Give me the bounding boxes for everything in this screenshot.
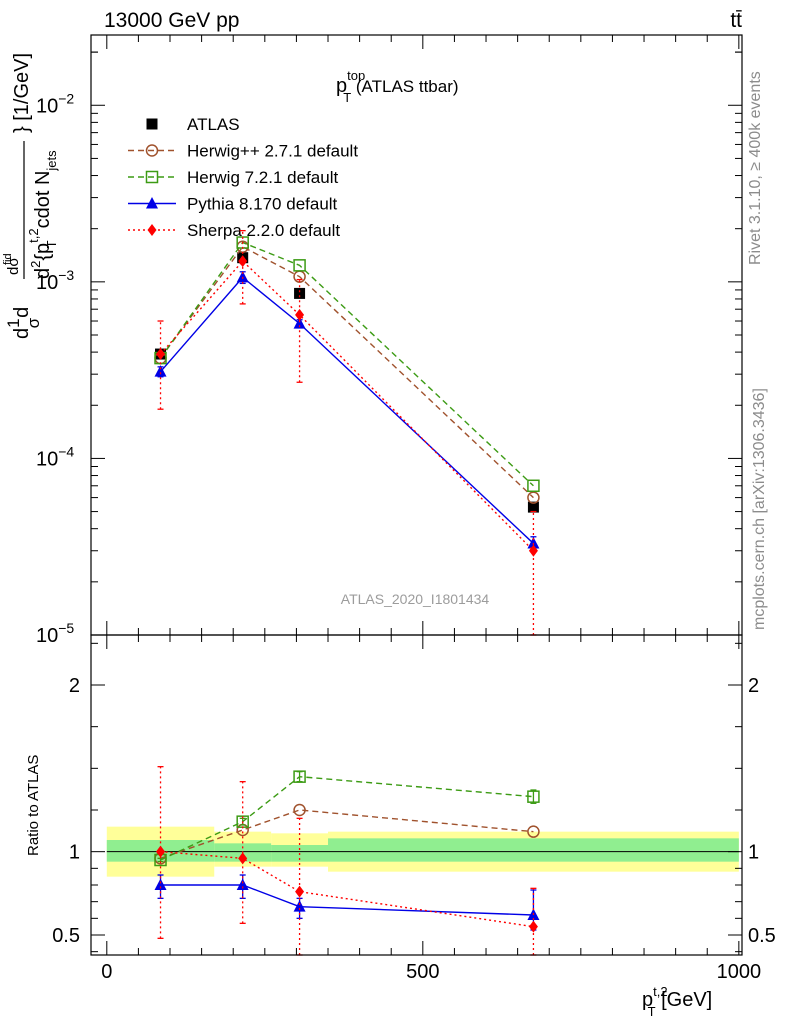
y-tick-label: 10−2 (36, 90, 74, 117)
main-plot-ticks (91, 35, 742, 636)
legend-marker-sherpa (147, 224, 157, 236)
atlas-point (527, 501, 539, 513)
ratio-pythia-point (293, 900, 306, 912)
x-tick-label: 0 (101, 961, 112, 983)
header-left: 13000 GeV pp (104, 9, 239, 32)
x-tick-label: 500 (406, 961, 439, 983)
legend-label-sherpa: Sherpa 2.2.0 default (187, 221, 340, 240)
x-axis-label: pt,2 T [GeV] (642, 984, 712, 1019)
legend: ATLAS Herwig++ 2.7.1 default Herwig 7.2.1 … (128, 115, 358, 240)
legend-marker-herwig7 (145, 170, 159, 184)
ratio-herwigpp-point (527, 825, 540, 838)
y-tick-label-exp: −3 (58, 267, 74, 283)
ratio-herwig7-line (160, 775, 534, 861)
ratio-sherpa-line (160, 850, 534, 928)
herwig7-line (159, 241, 534, 487)
ratio-y-tick-label-left: 2 (69, 675, 80, 697)
y-tick-label-exp: −4 (58, 443, 74, 459)
mcplots-label: mcplots.cern.ch [arXiv:1306.3436] (751, 388, 768, 630)
legend-label-herwigpp: Herwig++ 2.7.1 default (187, 142, 358, 161)
ratio-plot-frame (90, 634, 743, 956)
sherpa-point (238, 255, 248, 268)
svg-text:fid: fid (2, 253, 14, 265)
svg-text:d1σd: d1σd (4, 307, 43, 339)
y-tick-label: 10−3 (36, 267, 74, 294)
pythia-point (236, 270, 249, 283)
sherpa-point (156, 348, 166, 361)
sherpa-point (528, 544, 538, 557)
y-tick-label-base: 10 (36, 625, 58, 647)
ratio-herwig7-point (527, 790, 540, 803)
legend-marker-atlas (146, 118, 158, 130)
y-tick-label-base: 10 (36, 272, 58, 294)
y-tick-label-exp: −2 (58, 90, 74, 106)
svg-text:d2{pt,2Tcdot Njets: d2{pt,2Tcdot Njets (26, 150, 59, 279)
sherpa-point (295, 308, 305, 321)
ratio-y-tick-label-right: 1 (748, 842, 759, 864)
herwig7-point (293, 259, 306, 272)
ratio-y-tick-label-right: 2 (748, 675, 759, 697)
rivet-label: Rivet 3.1.10, ≥ 400k events (747, 71, 764, 265)
herwig7-point (527, 479, 540, 493)
svg-text:dσ: dσ (5, 257, 22, 275)
ratio-sherpa-point (156, 845, 166, 858)
ratio-plot-tick-labels: 2 2 1 1 0.5 0.5 0 500 1000 (52, 675, 776, 983)
ratio-y-tick-label-right: 0.5 (748, 925, 776, 947)
legend-label-herwig7: Herwig 7.2.1 default (187, 168, 338, 187)
header-right: tt̄ (730, 9, 742, 32)
legend-label-pythia: Pythia 8.170 default (187, 195, 338, 214)
legend-marker-herwigpp (145, 144, 159, 157)
y-tick-label-exp: −5 (58, 620, 74, 636)
main-plot-panel: 10−210−310−410−5 ptop T (ATLAS ttbar) ATL… (2, 34, 743, 647)
ratio-sherpa-point (295, 885, 305, 898)
plot-title: ptop T (ATLAS ttbar) (336, 68, 459, 105)
ratio-herwigpp-line (160, 809, 534, 859)
ratio-plot-ticks (91, 635, 742, 955)
main-y-axis-label: d1σd dσ fid d2{pt,2Tcdot Njets } [1/GeV] (2, 53, 59, 339)
main-plot-y-tick-labels: 10−210−310−410−5 (36, 90, 74, 647)
ratio-pythia-line (160, 884, 534, 916)
pythia-point (154, 365, 167, 377)
pythia-point (293, 317, 306, 329)
y-tick-label: 10−4 (36, 443, 74, 470)
y-tick-label-base: 10 (36, 448, 58, 470)
ratio-plot-panel: 2 2 1 1 0.5 0.5 0 500 1000 Ratio to ATLAS pt,2 T … (25, 634, 776, 1019)
x-tick-label: 1000 (717, 961, 762, 983)
analysis-id: ATLAS_2020_I1801434 (341, 591, 490, 607)
ratio-sherpa-point (528, 920, 538, 933)
y-tick-label-base: 10 (36, 95, 58, 117)
svg-text:} [1/GeV]: } [1/GeV] (11, 53, 33, 133)
ratio-plot-series (154, 766, 540, 956)
herwigpp-line (159, 245, 534, 499)
pythia-line (159, 276, 534, 544)
ratio-pythia-point (236, 878, 249, 890)
ratio-sherpa-point (238, 852, 248, 865)
pythia-point (527, 536, 540, 549)
ratio-herwig7-point (293, 770, 306, 783)
legend-marker-pythia (146, 197, 158, 209)
legend-label-atlas: ATLAS (187, 115, 240, 134)
main-plot-series (154, 229, 540, 636)
ratio-band-inner (328, 838, 739, 862)
ratio-y-tick-label-left: 0.5 (52, 925, 80, 947)
ratio-y-axis-label: Ratio to ATLAS (25, 755, 42, 856)
ratio-y-tick-label-left: 1 (69, 842, 80, 864)
ratio-pythia-point (154, 878, 167, 890)
herwigpp-point (527, 491, 540, 504)
atlas-point (294, 287, 306, 299)
y-tick-label: 10−5 (36, 620, 74, 647)
sherpa-line (159, 260, 534, 552)
ratio-herwigpp-point (293, 803, 306, 817)
